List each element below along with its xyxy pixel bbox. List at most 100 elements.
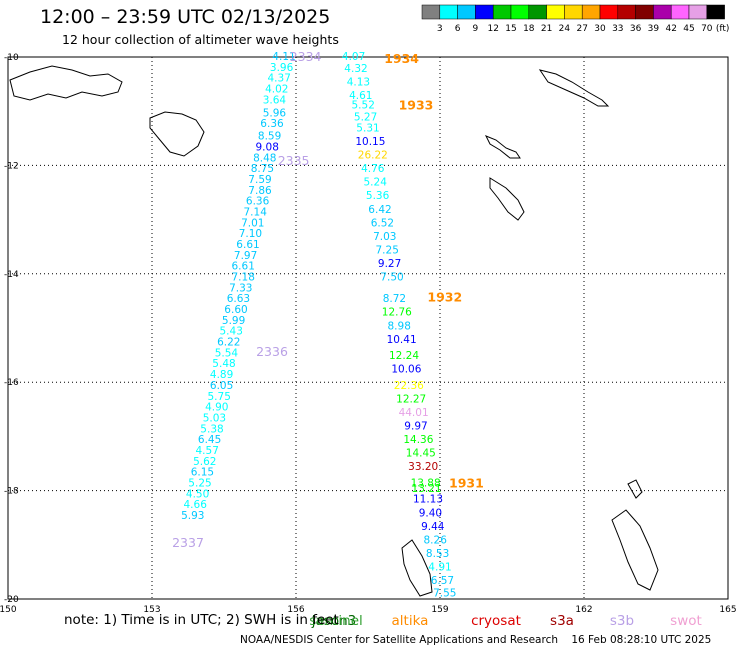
swh-value: 12.24 — [389, 350, 419, 362]
swh-value: 7.33 — [229, 282, 252, 294]
colorbar-label: 36 — [630, 24, 642, 34]
swh-value: 6.45 — [198, 434, 221, 446]
coastline-fiji-reef — [627, 479, 643, 499]
colorbar-swatch — [475, 4, 494, 20]
swh-value: 5.38 — [200, 423, 223, 435]
y-tick-label: -14 — [4, 270, 19, 280]
swh-value: 7.97 — [234, 250, 257, 262]
swh-value: 7.86 — [248, 185, 272, 197]
swh-value: 33.20 — [408, 461, 438, 473]
colorbar-swatch — [599, 4, 619, 20]
colorbar-swatch — [510, 4, 530, 20]
swh-value: 10.15 — [355, 136, 385, 148]
swh-value: 5.03 — [203, 412, 226, 424]
swh-value: 7.59 — [248, 174, 271, 186]
colorbar-label: 45 — [683, 24, 694, 34]
swh-value: 4.57 — [196, 445, 219, 457]
swh-value: 6.05 — [210, 380, 233, 392]
swh-value: 5.25 — [188, 477, 211, 489]
swh-value: 4.50 — [186, 488, 209, 500]
swh-value: 5.27 — [354, 112, 377, 124]
swh-value: 6.61 — [236, 239, 259, 251]
swh-value: 5.36 — [366, 190, 390, 202]
legend-sentinel: sentinel — [309, 613, 363, 629]
swh-value: 11.13 — [413, 494, 443, 506]
coastline-new-caledonia — [401, 539, 433, 597]
swh-value: 7.10 — [239, 228, 262, 240]
y-tick-label: -12 — [4, 161, 19, 171]
swh-value: 7.03 — [373, 231, 396, 243]
x-tick-label: 156 — [287, 605, 304, 615]
swh-value: 8.75 — [251, 163, 274, 175]
colorbar-label: 70 — [701, 24, 713, 34]
swh-value: 44.01 — [399, 407, 429, 419]
swh-value: 3.96 — [270, 62, 294, 74]
x-tick-label: 153 — [143, 605, 160, 615]
swh-value: 8.59 — [258, 131, 281, 143]
colorbar-label: 42 — [665, 24, 676, 34]
swh-value: 4.07 — [342, 51, 365, 63]
colorbar: 3 6 9 12 15 18 21 24 27 30 33 36 39 42 45 70 (ft) — [421, 4, 730, 34]
colorbar-swatch — [706, 4, 725, 20]
pass-labels: 2334 1934 1933 2335 1932 2336 1931 2337 — [172, 49, 484, 550]
coastline-vanuatu — [611, 509, 659, 591]
swh-value: 4.61 — [349, 90, 372, 102]
swh-value: 6.15 — [191, 467, 214, 479]
coastline-solomon-1 — [538, 69, 610, 107]
swh-value: 4.76 — [361, 163, 385, 175]
colorbar-label: 18 — [523, 24, 535, 34]
colorbar-swatch — [617, 4, 636, 20]
plot-border — [7, 56, 729, 600]
swh-value: 3.64 — [263, 94, 287, 106]
chart-subtitle: 12 hour collection of altimeter wave hei… — [62, 32, 339, 47]
colorbar-unit: (ft) — [716, 24, 730, 34]
legend-cryosat: cryosat — [471, 613, 521, 629]
swh-value: 8.48 — [253, 152, 276, 164]
swh-value: 14.45 — [406, 448, 436, 460]
y-tick-label: -16 — [4, 378, 19, 388]
swh-value: 4.89 — [210, 369, 233, 381]
colorbar-label: 3 — [437, 24, 443, 34]
swh-value: 4.37 — [268, 73, 291, 85]
swh-value: 5.43 — [220, 326, 243, 338]
swh-value: 7.25 — [376, 244, 399, 256]
colorbar-label: 27 — [576, 24, 587, 34]
swh-value: 26.22 — [358, 150, 388, 162]
colorbar-label: 33 — [612, 24, 623, 34]
swh-value: 6.61 — [232, 261, 255, 273]
colorbar-swatch — [581, 4, 601, 20]
colorbar-label: 30 — [594, 24, 606, 34]
swh-value: 9.40 — [419, 507, 442, 519]
pass-label: 2337 — [172, 535, 204, 550]
colorbar-label: 15 — [505, 24, 516, 34]
footer-credit: NOAA/NESDIS Center for Satellite Applica… — [240, 634, 712, 646]
swh-value: 13.21 — [412, 483, 442, 495]
legend-s3b: s3b — [610, 613, 634, 629]
swh-value: 4.90 — [205, 402, 228, 414]
swh-value: 22.36 — [394, 380, 424, 392]
colorbar-label: 9 — [473, 24, 479, 34]
y-tick-label: -20 — [4, 595, 19, 605]
swh-value: 7.01 — [241, 217, 264, 229]
colorbar-swatch — [492, 4, 512, 20]
swh-value: 6.57 — [431, 575, 454, 587]
colorbar-swatch — [439, 4, 458, 20]
swh-value: 5.96 — [263, 107, 287, 119]
swh-value: 4.13 — [347, 76, 370, 88]
colorbar-label: 12 — [487, 24, 498, 34]
swh-value: 7.14 — [244, 206, 268, 218]
pass-label: 2336 — [256, 344, 288, 359]
swh-value: 5.31 — [356, 122, 379, 134]
legend-altika: altika — [392, 613, 429, 629]
coastline-solomon-3 — [489, 177, 525, 221]
swh-value: 6.42 — [368, 204, 391, 216]
swh-value: 4.11 — [272, 51, 295, 63]
colorbar-swatch — [635, 4, 654, 20]
swh-value: 4.32 — [344, 63, 367, 75]
swh-value: 12.27 — [396, 393, 426, 405]
swh-value: 5.62 — [193, 456, 216, 468]
swh-value: 12.76 — [382, 307, 412, 319]
pass-label: 1934 — [384, 51, 419, 66]
